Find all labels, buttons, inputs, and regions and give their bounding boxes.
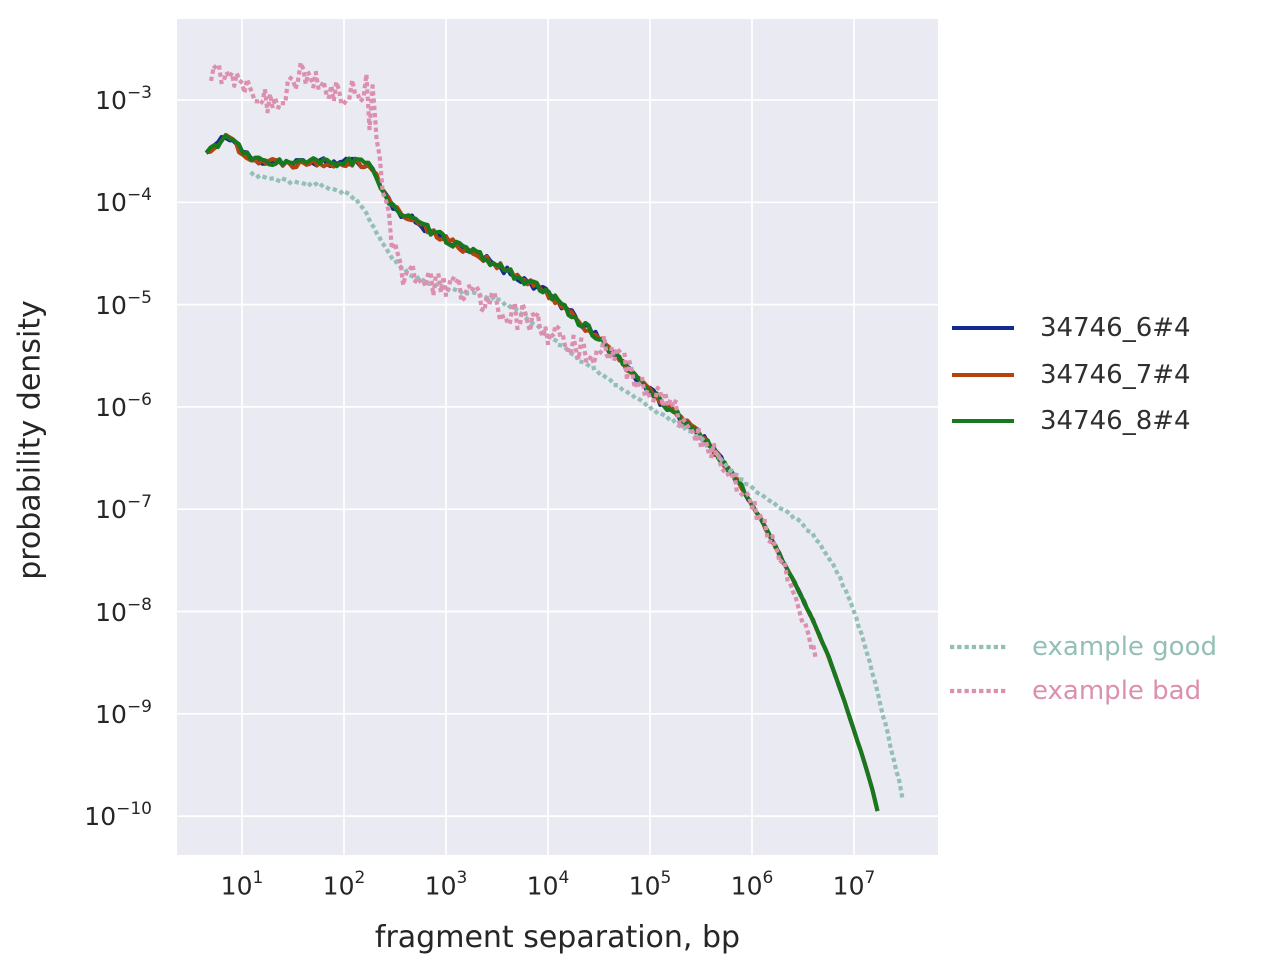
x-tick-label-1e3: 103 bbox=[424, 868, 468, 901]
legend-swatch-dotted-line bbox=[950, 644, 1008, 650]
y-tick-label-1e-5: 10−5 bbox=[95, 287, 152, 320]
legend-label: example bad bbox=[1032, 676, 1202, 706]
legend-label: 34746_7#4 bbox=[1040, 359, 1191, 390]
legend-item-example-good: example good bbox=[950, 625, 1217, 669]
legend-swatch-solid-line bbox=[952, 372, 1014, 377]
legend-swatch-solid-line bbox=[952, 326, 1014, 331]
y-tick-label-1e-10: 10−10 bbox=[84, 798, 152, 832]
y-tick-label-1e-4: 10−4 bbox=[95, 185, 152, 218]
y-tick-label-1e-9: 10−9 bbox=[95, 696, 152, 729]
legend-item-34746-7-4: 34746_7#4 bbox=[950, 352, 1191, 399]
y-tick-label-1e-7: 10−7 bbox=[95, 492, 152, 525]
x-tick-label-1e1: 101 bbox=[220, 868, 264, 901]
legend-samples: 34746_6#4 34746_7#4 34746_8#4 bbox=[950, 305, 1191, 445]
series-line-example-bad bbox=[208, 60, 818, 658]
y-tick-label-1e-3: 10−3 bbox=[95, 82, 152, 116]
x-tick-label-1e7: 107 bbox=[832, 868, 876, 901]
plot-background bbox=[177, 19, 938, 855]
legend-label: example good bbox=[1032, 632, 1217, 662]
legend-label: 34746_8#4 bbox=[1040, 406, 1191, 437]
legend-item-34746-6-4: 34746_6#4 bbox=[950, 305, 1191, 352]
x-tick-label-1e2: 102 bbox=[322, 868, 366, 901]
x-tick-label-1e5: 105 bbox=[628, 868, 672, 901]
legend-swatch-dotted-line bbox=[950, 688, 1008, 694]
y-tick-label-1e-6: 10−6 bbox=[95, 389, 152, 423]
y-tick-label-1e-8: 10−8 bbox=[95, 594, 152, 627]
x-tick-label-1e6: 106 bbox=[730, 868, 774, 901]
legend-item-34746-8-4: 34746_8#4 bbox=[950, 398, 1191, 445]
legend-examples: example good example bad bbox=[950, 625, 1217, 713]
x-axis-label: fragment separation, bp bbox=[374, 920, 741, 955]
legend-item-example-bad: example bad bbox=[950, 669, 1217, 713]
legend-swatch-solid-line bbox=[952, 419, 1014, 424]
legend-label: 34746_6#4 bbox=[1040, 313, 1191, 344]
x-tick-label-1e4: 104 bbox=[526, 868, 570, 901]
y-axis-label: probability density bbox=[12, 300, 48, 580]
series-line-example-good bbox=[249, 170, 905, 799]
